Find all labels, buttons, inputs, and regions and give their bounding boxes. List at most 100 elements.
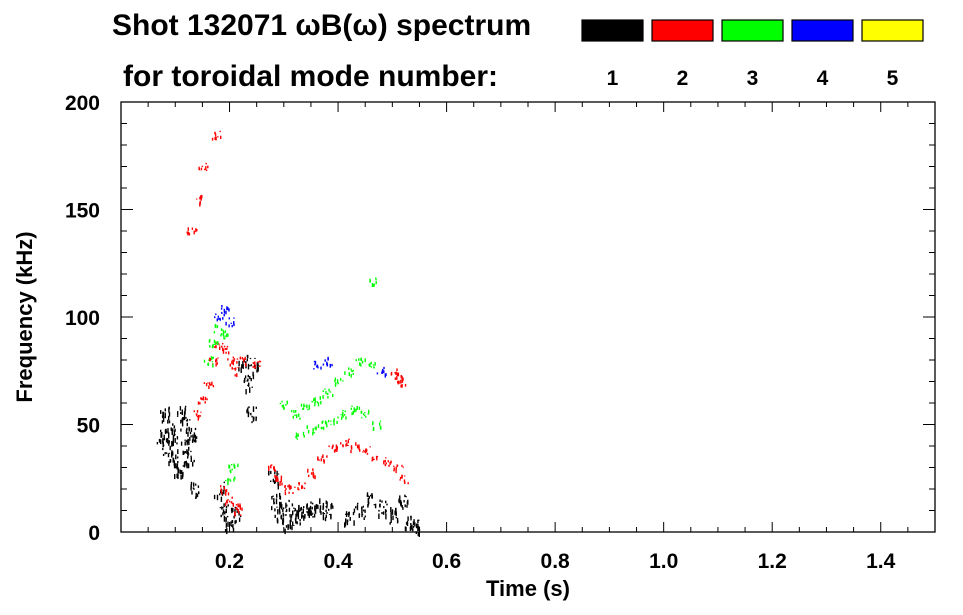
chart-title-line2: for toroidal mode number: bbox=[123, 60, 498, 93]
spectrum-point-mode-3 bbox=[311, 396, 322, 407]
spectrum-point-mode-2 bbox=[362, 446, 371, 455]
spectrum-point-mode-3 bbox=[344, 367, 354, 378]
plot-area-frame bbox=[120, 101, 936, 533]
spectrum-point-mode-2 bbox=[340, 438, 350, 448]
spectrum-point-mode-3 bbox=[306, 425, 317, 436]
x-tick-label: 0.8 bbox=[541, 550, 571, 573]
spectrum-point-mode-1 bbox=[322, 502, 334, 522]
spectrum-point-mode-2 bbox=[236, 356, 247, 367]
spectrum-point-mode-3 bbox=[334, 377, 344, 387]
spectrum-point-mode-3 bbox=[203, 356, 214, 368]
y-tick-label: 150 bbox=[65, 200, 100, 223]
spectrum-point-mode-1 bbox=[316, 498, 328, 515]
spectrum-point-mode-1 bbox=[271, 492, 282, 513]
legend-swatch-mode-2 bbox=[651, 19, 714, 42]
x-tick-label: 0.2 bbox=[215, 550, 244, 573]
spectrum-point-mode-2 bbox=[350, 442, 361, 454]
spectrum-point-mode-2 bbox=[371, 455, 379, 462]
spectrum-point-mode-3 bbox=[300, 403, 311, 411]
spectrum-point-mode-2 bbox=[227, 356, 236, 367]
spectrum-point-mode-2 bbox=[399, 474, 409, 485]
spectrum-point-mode-3 bbox=[295, 431, 305, 440]
spectrum-point-mode-4 bbox=[225, 317, 235, 328]
y-axis-title: Frequency (kHz) bbox=[12, 231, 37, 402]
spectrum-point-mode-3 bbox=[350, 405, 361, 416]
spectrum-point-mode-1 bbox=[183, 450, 195, 469]
spectrum-marks bbox=[156, 130, 421, 537]
spectrum-point-mode-3 bbox=[220, 330, 229, 340]
spectrum-point-mode-1 bbox=[398, 494, 409, 510]
spectrum-point-mode-4 bbox=[322, 356, 333, 368]
spectrum-point-mode-1 bbox=[366, 492, 377, 509]
spectrum-point-mode-2 bbox=[234, 506, 243, 517]
spectrum-point-mode-2 bbox=[328, 444, 338, 453]
x-tick-label: 1.0 bbox=[649, 550, 678, 573]
spectrum-point-mode-2 bbox=[198, 162, 209, 171]
spectrum-point-mode-3 bbox=[213, 324, 225, 334]
spectrum-point-mode-1 bbox=[389, 507, 399, 525]
legend-label-mode-1: 1 bbox=[607, 67, 619, 90]
x-tick-label: 1.2 bbox=[758, 550, 787, 573]
spectrum-point-mode-3 bbox=[372, 420, 382, 431]
x-tick-label: 0.4 bbox=[323, 550, 353, 573]
x-tick-label: 0.6 bbox=[432, 550, 461, 573]
spectrum-point-mode-2 bbox=[268, 464, 276, 472]
spectrum-point-mode-3 bbox=[317, 420, 328, 430]
spectrum-point-mode-2 bbox=[383, 457, 392, 467]
axes: 0.2 0.4 0.6 0.8 1.0 1.2 1.4 0 50 100 150 200 bbox=[65, 92, 936, 573]
x-axis-title: Time (s) bbox=[486, 576, 570, 601]
spectrum-point-mode-1 bbox=[274, 507, 285, 526]
spectrum-point-mode-3 bbox=[225, 476, 236, 486]
spectrum-point-mode-3 bbox=[327, 416, 339, 426]
spectrum-point-mode-1 bbox=[296, 506, 306, 526]
spectrum-point-mode-3 bbox=[360, 409, 370, 419]
legend-label-mode-4: 4 bbox=[817, 67, 829, 90]
spectrum-point-mode-2 bbox=[186, 227, 198, 236]
spectrum-point-mode-2 bbox=[197, 396, 208, 405]
legend-swatch-mode-1 bbox=[581, 19, 644, 42]
spectrum-point-mode-2 bbox=[297, 482, 306, 491]
spectrum-point-mode-3 bbox=[355, 357, 366, 367]
chart-title-line1: Shot 132071 ωB(ω) spectrum bbox=[112, 9, 531, 42]
x-tick-label: 1.4 bbox=[866, 550, 896, 573]
spectrum-point-mode-2 bbox=[317, 454, 328, 464]
spectrum-point-mode-1 bbox=[170, 427, 182, 447]
spectrum-point-mode-3 bbox=[368, 361, 376, 369]
spectrum-point-mode-2 bbox=[274, 474, 283, 482]
spectrum-point-mode-2 bbox=[231, 366, 239, 378]
spectrum-point-mode-1 bbox=[404, 515, 415, 532]
spectrum-point-mode-4 bbox=[313, 360, 322, 370]
y-tick-label: 200 bbox=[65, 92, 100, 115]
spectrum-point-mode-1 bbox=[284, 514, 295, 535]
spectrum-point-mode-2 bbox=[284, 485, 296, 496]
spectrum-point-mode-4 bbox=[220, 305, 230, 315]
spectrum-point-mode-1 bbox=[378, 499, 388, 520]
spectrum-point-mode-2 bbox=[222, 345, 230, 355]
spectrum-point-mode-2 bbox=[211, 130, 222, 141]
spectrum-point-mode-3 bbox=[322, 388, 334, 399]
spectrum-point-mode-2 bbox=[393, 464, 404, 474]
spectrum-point-mode-1 bbox=[160, 406, 171, 424]
spectrum-point-mode-1 bbox=[306, 502, 317, 518]
spectrum-point-mode-2 bbox=[252, 360, 262, 369]
spectrum-point-mode-1 bbox=[410, 519, 421, 537]
legend-label-mode-5: 5 bbox=[887, 67, 899, 90]
legend-swatch-mode-4 bbox=[791, 19, 854, 42]
spectrum-point-mode-3 bbox=[279, 400, 289, 410]
spectrum-point-mode-1 bbox=[279, 499, 291, 517]
legend-label-mode-2: 2 bbox=[677, 67, 689, 90]
spectrum-point-mode-1 bbox=[190, 481, 200, 499]
spectrum-point-mode-2 bbox=[307, 468, 316, 480]
spectrum-point-mode-1 bbox=[188, 427, 198, 446]
spectrum-point-mode-2 bbox=[220, 485, 230, 496]
spectrum-point-mode-2 bbox=[397, 377, 407, 388]
spectrum-point-mode-4 bbox=[376, 366, 387, 378]
spectrum-point-mode-3 bbox=[340, 409, 347, 420]
spectrum-point-mode-3 bbox=[369, 277, 377, 287]
spectrum-point-mode-3 bbox=[208, 339, 219, 349]
spectrum-point-mode-3 bbox=[290, 410, 301, 420]
mode-number-legend: 1 2 3 4 5 bbox=[581, 19, 924, 90]
spectrum-point-mode-1 bbox=[167, 449, 179, 469]
spectrum-point-mode-2 bbox=[203, 381, 215, 389]
